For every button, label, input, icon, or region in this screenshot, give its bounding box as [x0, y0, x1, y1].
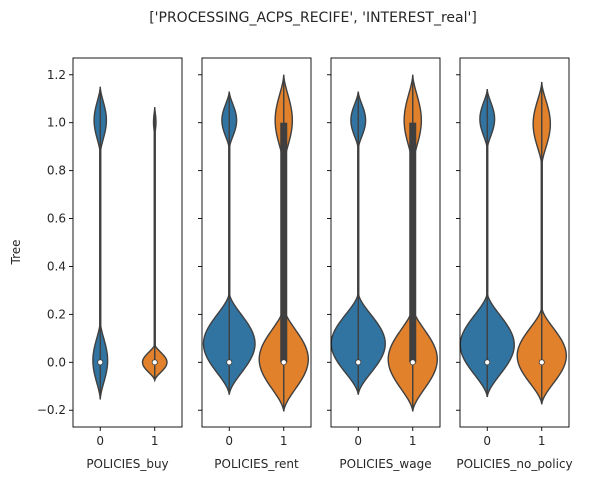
- violin-iqr-box: [409, 122, 417, 363]
- panel-frame: [201, 57, 312, 428]
- y-tick-label: 0.0: [47, 355, 66, 369]
- y-tick-label: 0.8: [47, 164, 66, 178]
- y-tick-label: 1.0: [47, 116, 66, 130]
- panel-frame: [330, 57, 441, 428]
- panels-group: −0.2 0.0 0.2 0.4 0.6 0.8 1.0 1.2 0 1 POLICIES_buy 0…: [37, 57, 573, 471]
- violin-median-point: [355, 359, 362, 366]
- x-tick-label: 1: [280, 434, 288, 448]
- y-tick-label: 0.4: [47, 259, 66, 273]
- panel-frame: [72, 57, 183, 428]
- figure-title: ['PROCESSING_ACPS_RECIFE', 'INTEREST_rea…: [149, 10, 477, 26]
- panel-1: −0.2 0.0 0.2 0.4 0.6 0.8 1.0 1.2 0 1 POLICIES_buy: [37, 57, 183, 471]
- violin-iqr-box: [280, 122, 288, 363]
- y-axis-label: Tree: [9, 239, 23, 265]
- x-axis-label: POLICIES_buy: [86, 457, 168, 471]
- x-tick-label: 0: [483, 434, 491, 448]
- violin-median-point: [151, 359, 158, 366]
- x-axis-label: POLICIES_no_policy: [456, 457, 572, 471]
- y-tick-label: 0.6: [47, 212, 66, 226]
- panel-4: 0 1 POLICIES_no_policy: [456, 57, 573, 471]
- panel-frame: [459, 57, 570, 428]
- panel-2: 0 1 POLICIES_rent: [198, 57, 312, 471]
- violin-median-point: [97, 359, 104, 366]
- x-tick-label: 1: [151, 434, 159, 448]
- x-tick-label: 1: [538, 434, 546, 448]
- violin-median-point: [538, 359, 545, 366]
- x-tick-label: 1: [409, 434, 417, 448]
- panel-3: 0 1 POLICIES_wage: [327, 57, 441, 471]
- violin-median-point: [226, 359, 233, 366]
- violin-median-point: [484, 359, 491, 366]
- x-axis-label: POLICIES_wage: [339, 457, 431, 471]
- x-tick-label: 0: [96, 434, 104, 448]
- x-tick-label: 0: [354, 434, 362, 448]
- violin-median-point: [280, 359, 287, 366]
- x-tick-label: 0: [225, 434, 233, 448]
- violin-median-point: [409, 359, 416, 366]
- y-tick-label: −0.2: [37, 403, 66, 417]
- x-axis-label: POLICIES_rent: [214, 457, 299, 471]
- y-tick-label: 0.2: [47, 307, 66, 321]
- y-tick-label: 1.2: [47, 68, 66, 82]
